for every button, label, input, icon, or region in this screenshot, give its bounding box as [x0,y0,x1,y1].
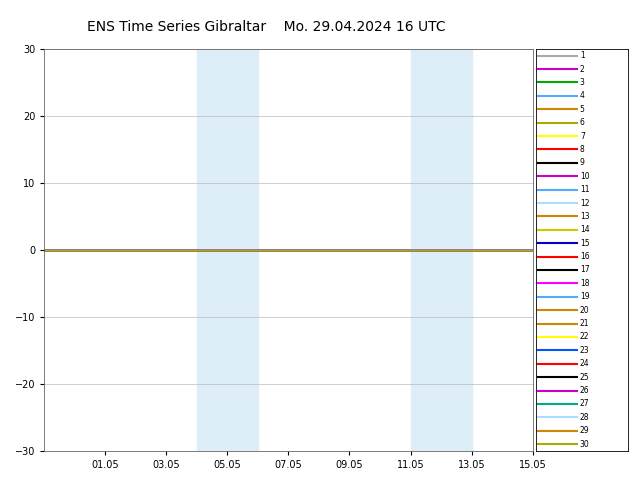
Text: 30: 30 [580,440,590,449]
Text: 25: 25 [580,372,590,382]
Text: 24: 24 [580,359,590,368]
Text: 11: 11 [580,185,590,194]
Text: 5: 5 [580,105,585,114]
Bar [197,49,258,451]
Text: 14: 14 [580,225,590,234]
Text: ENS Time Series Gibraltar    Mo. 29.04.2024 16 UTC: ENS Time Series Gibraltar Mo. 29.04.2024… [87,20,446,34]
Text: 8: 8 [580,145,585,154]
Text: 18: 18 [580,279,590,288]
Text: 3: 3 [580,78,585,87]
Text: 15: 15 [580,239,590,248]
Text: 23: 23 [580,346,590,355]
Text: 27: 27 [580,399,590,409]
Text: 13: 13 [580,212,590,221]
Text: 16: 16 [580,252,590,261]
Text: 29: 29 [580,426,590,435]
Text: 2: 2 [580,65,585,74]
Text: 9: 9 [580,158,585,168]
Text: 19: 19 [580,292,590,301]
Text: 6: 6 [580,118,585,127]
Text: 10: 10 [580,172,590,181]
Text: 17: 17 [580,266,590,274]
Text: 4: 4 [580,91,585,100]
Text: 28: 28 [580,413,590,422]
Text: 1: 1 [580,51,585,60]
Text: 22: 22 [580,332,590,342]
Text: 12: 12 [580,198,590,208]
Text: 21: 21 [580,319,590,328]
Bar [411,49,472,451]
Text: 20: 20 [580,306,590,315]
Text: 7: 7 [580,131,585,141]
Text: 26: 26 [580,386,590,395]
